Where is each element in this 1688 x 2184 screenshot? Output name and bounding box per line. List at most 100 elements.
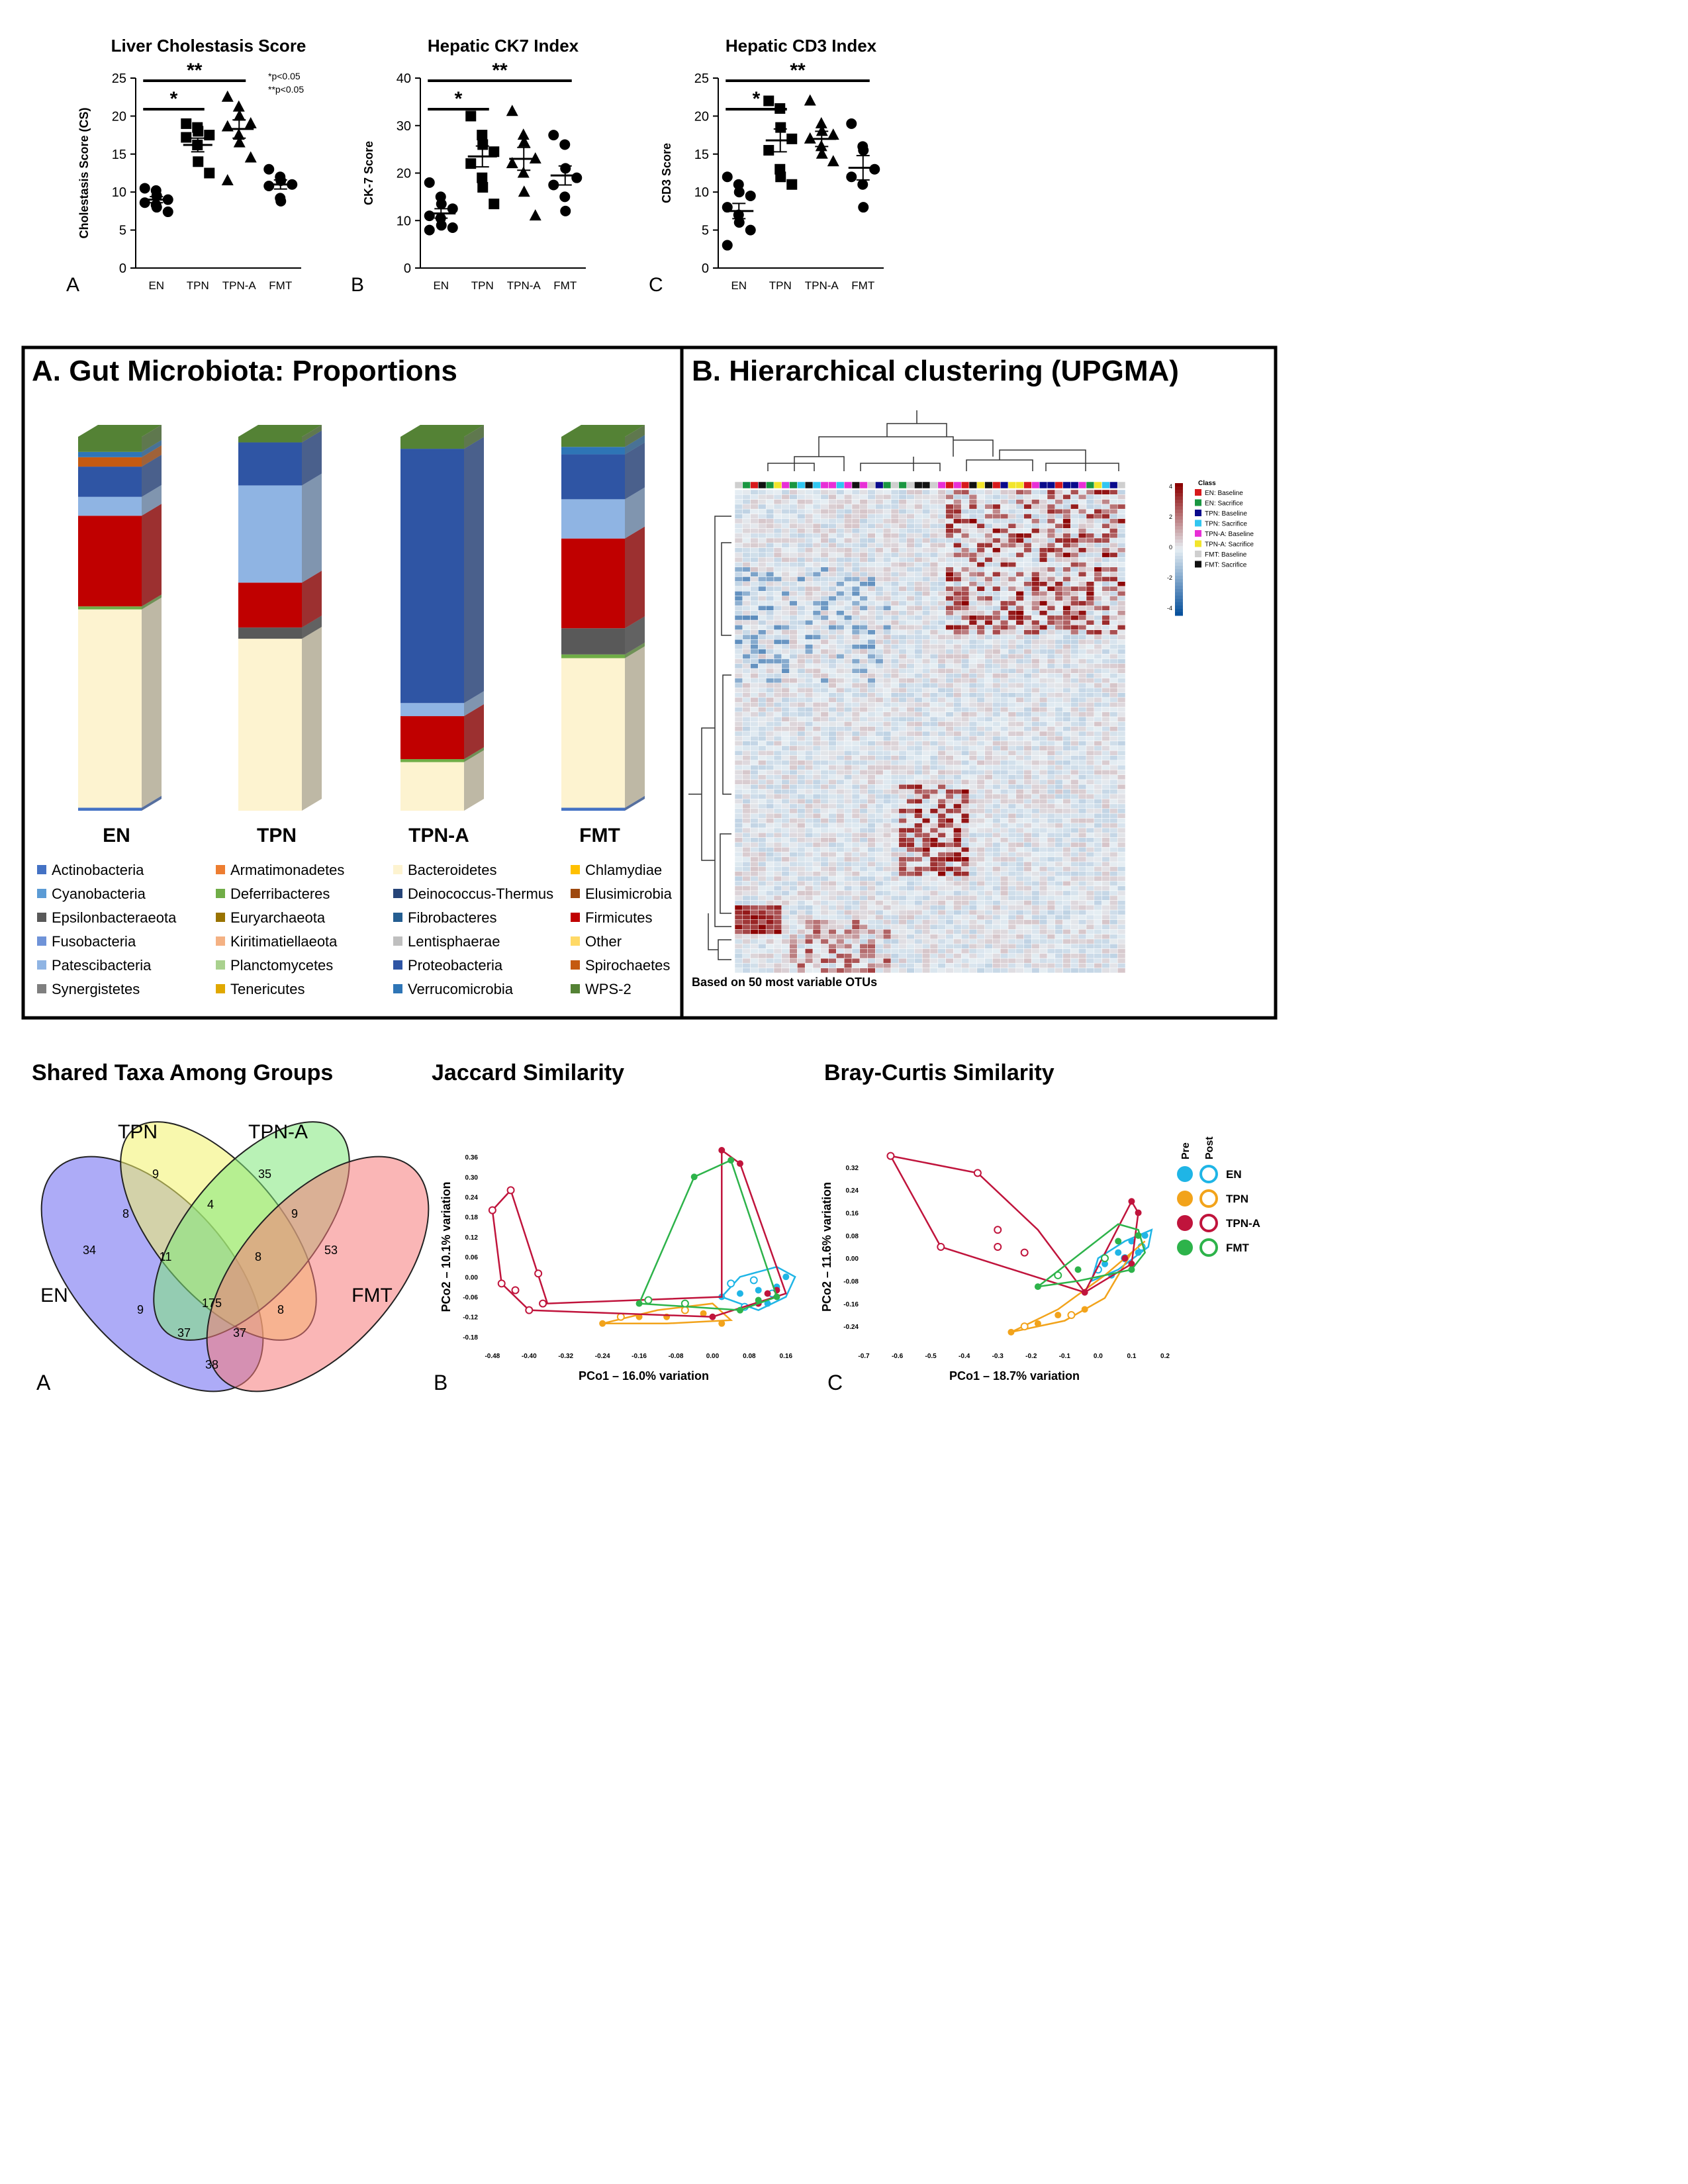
heatmap-cell	[843, 886, 853, 891]
heatmap-cell	[992, 619, 1001, 625]
heatmap-cell	[992, 871, 1001, 877]
heatmap-cell	[921, 895, 931, 901]
heatmap-cell	[976, 600, 985, 606]
heatmap-cell	[984, 596, 993, 602]
heatmap-cell	[929, 494, 939, 500]
heatmap-cell	[1062, 784, 1071, 790]
heatmap-cell	[937, 644, 946, 650]
heatmap-cell	[1015, 852, 1024, 858]
heatmap-cell	[1070, 625, 1079, 630]
heatmap-cell	[976, 591, 985, 596]
heatmap-cell	[929, 871, 939, 877]
heatmap-cell	[765, 659, 774, 664]
heatmap-cell	[898, 619, 907, 625]
heatmap-cell	[961, 692, 970, 698]
heatmap-cell	[812, 619, 821, 625]
heatmap-cell	[921, 678, 931, 684]
heatmap-cell	[843, 818, 853, 823]
heatmap-cell	[859, 823, 868, 829]
heatmap-cell	[843, 837, 853, 843]
legend-label: Epsilonbacteraeota	[52, 909, 177, 926]
heatmap-cell	[750, 721, 759, 727]
heatmap-cell	[765, 823, 774, 829]
heatmap-cell	[929, 702, 939, 707]
heatmap-cell	[1109, 673, 1118, 678]
heatmap-cell	[1086, 707, 1095, 713]
heatmap-cell	[1102, 586, 1110, 592]
heatmap-cell	[914, 929, 923, 934]
heatmap-cell	[1062, 881, 1071, 886]
heatmap-cell	[836, 634, 845, 640]
heatmap-cell	[1000, 755, 1009, 761]
heatmap-cell	[758, 774, 767, 780]
heatmap-cell	[914, 537, 923, 543]
heatmap-cell	[976, 745, 985, 751]
heatmap-cell	[1094, 876, 1102, 882]
heatmap-cell	[1094, 919, 1102, 925]
heatmap-cell	[1078, 567, 1087, 572]
heatmap-cell	[1109, 716, 1118, 722]
heatmap-cell	[781, 755, 790, 761]
heatmap-cell	[734, 653, 743, 659]
heatmap-cell	[797, 798, 806, 804]
data-point	[233, 109, 246, 121]
bar-side	[302, 425, 322, 443]
heatmap-cell	[1055, 514, 1063, 520]
heatmap-cell	[859, 552, 868, 558]
heatmap-cell	[1031, 523, 1040, 529]
heatmap-cell	[992, 929, 1001, 934]
heatmap-cell	[750, 842, 759, 848]
heatmap-cell	[921, 533, 931, 539]
heatmap-cell	[1062, 692, 1071, 698]
bar-side-shade	[625, 487, 645, 539]
y-tick-label: 0	[702, 261, 709, 276]
bar-side-shade	[302, 473, 322, 583]
bar-side	[464, 437, 484, 704]
heatmap-cell	[1062, 528, 1071, 533]
heatmap-cell	[1102, 552, 1110, 558]
heatmap-cell	[953, 533, 962, 539]
heatmap-cell	[898, 663, 907, 669]
heatmap-cell	[812, 702, 821, 707]
heatmap-cell	[914, 533, 923, 539]
heatmap-cell	[1070, 600, 1079, 606]
heatmap-cell	[890, 499, 900, 505]
heatmap-cell	[804, 900, 814, 906]
heatmap-cell	[750, 886, 759, 891]
heatmap-cell	[875, 688, 884, 693]
heatmap-cell	[781, 557, 790, 563]
heatmap-cell	[898, 692, 907, 698]
heatmap-cell	[1117, 909, 1126, 915]
heatmap-cell	[1055, 909, 1063, 915]
heatmap-cell	[906, 600, 915, 606]
heatmap-cell	[851, 856, 861, 862]
heatmap-cell	[937, 663, 946, 669]
heatmap-cell	[984, 929, 993, 934]
heatmap-cell	[1008, 711, 1017, 717]
heatmap-cell	[937, 668, 946, 674]
heatmap-cell	[906, 567, 915, 572]
heatmap-cell	[765, 673, 774, 678]
heatmap-cell	[797, 571, 806, 577]
data-point	[869, 163, 880, 175]
heatmap-cell	[1070, 692, 1079, 698]
heatmap-cell	[1070, 499, 1079, 505]
heatmap-cell	[984, 886, 993, 891]
heatmap-cell	[898, 861, 907, 867]
heatmap-cell	[1031, 726, 1040, 732]
heatmap-cell	[820, 634, 829, 640]
heatmap-cell	[758, 571, 767, 577]
heatmap-cell	[882, 610, 892, 616]
heatmap-cell	[1023, 929, 1032, 934]
heatmap-cell	[953, 750, 962, 756]
heatmap-cell	[953, 682, 962, 688]
heatmap-cell	[1094, 567, 1102, 572]
heatmap-cell	[1109, 508, 1118, 514]
heatmap-cell	[937, 625, 946, 630]
heatmap-cell	[734, 924, 743, 930]
heatmap-cell	[875, 750, 884, 756]
heatmap-cell	[921, 856, 931, 862]
heatmap-cell	[843, 846, 853, 852]
heatmap-cell	[914, 823, 923, 829]
heatmap-cell	[750, 697, 759, 703]
